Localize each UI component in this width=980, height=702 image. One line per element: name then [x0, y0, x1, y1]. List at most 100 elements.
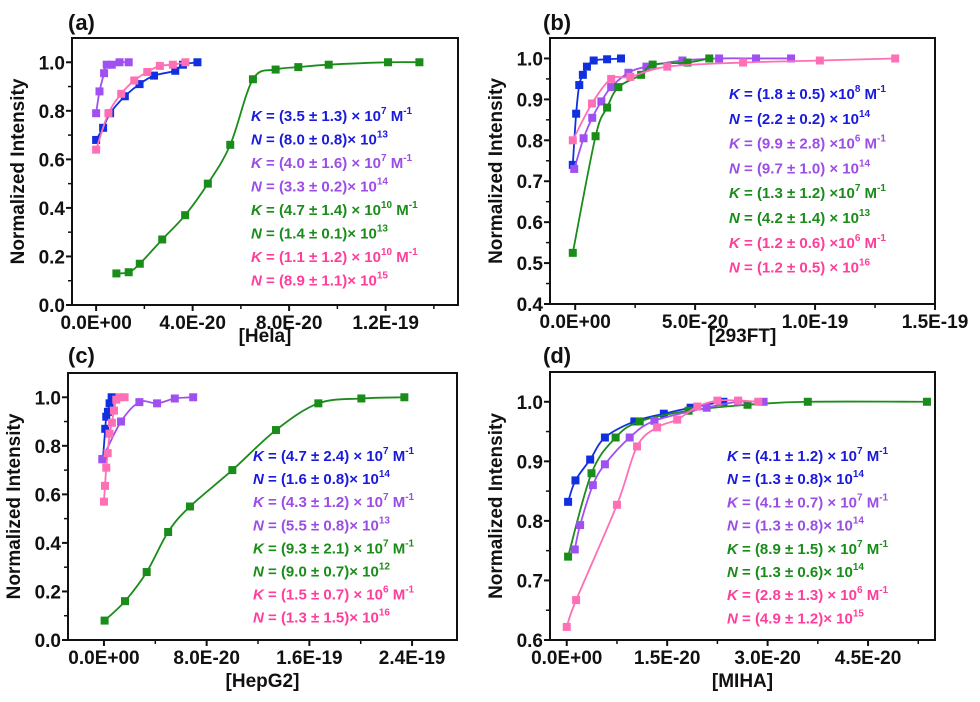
panel-d: (d) 0.0E+00 1.5E-20 3.0E-20 4.5E-20 0.6 0.7 0.8… [486, 343, 936, 692]
fit-annotation: K = (4.0 ± 1.6) × 107 M-1 [251, 153, 413, 172]
data-point [642, 62, 651, 71]
fit-annotation: N = (1.4 ± 0.1)× 1013 [251, 223, 388, 242]
x-tick-label: 0.0E+00 [60, 313, 131, 334]
annotation-value: = (9.0 ± 0.7)× 10 [264, 563, 379, 580]
data-point [226, 140, 235, 149]
annotation-variable: K [729, 235, 741, 252]
x-tick-label: 8.0E-20 [173, 648, 240, 669]
data-point [564, 497, 573, 506]
fit-annotation: K = (9.3 ± 2.1) × 107 M-1 [253, 538, 415, 557]
y-tick-label: 0.2 [35, 582, 61, 603]
fit-annotation: K = (3.5 ± 1.3) × 107 M-1 [251, 106, 413, 125]
y-tick-label: 0.6 [35, 485, 61, 506]
annotation-value: = (8.9 ± 1.5) × 10 [738, 541, 857, 558]
data-point [588, 481, 597, 490]
data-point [98, 455, 107, 464]
annotation-unit: M [389, 448, 406, 465]
annotation-value: = (9.9 ± 2.8) ×10 [740, 136, 855, 153]
data-point [659, 409, 668, 418]
x-axis-label: [HepG2] [226, 671, 300, 692]
data-point [109, 406, 118, 415]
data-point [181, 211, 190, 220]
x-tick-label: 2.4E-19 [379, 648, 446, 669]
y-tick-label: 0.8 [517, 131, 543, 152]
y-tick-label: 0.4 [35, 534, 62, 555]
data-point [635, 417, 644, 426]
fit-annotation: N = (3.3 ± 0.2)× 1014 [251, 176, 388, 195]
data-point [578, 70, 587, 79]
data-point [415, 58, 424, 67]
data-point [155, 61, 164, 70]
annotation-variable: K [727, 541, 739, 558]
data-point [135, 398, 144, 407]
annotation-unit-exponent: -1 [879, 446, 888, 457]
plot-frame [549, 371, 936, 641]
x-tick-label: 4.0E-20 [159, 313, 226, 334]
annotation-variable: N [727, 471, 739, 488]
annotation-unit-exponent: -1 [879, 585, 888, 596]
data-point [624, 68, 633, 77]
annotation-exponent: 6 [857, 585, 863, 596]
data-point [650, 416, 659, 425]
annotation-variable: N [251, 178, 263, 195]
data-point [112, 269, 121, 278]
data-point [719, 397, 728, 406]
annotation-variable: N [253, 610, 265, 627]
data-point [815, 56, 824, 65]
data-point [648, 60, 657, 69]
data-point [248, 75, 257, 84]
data-point [587, 469, 596, 478]
fit-annotation: N = (9.0 ± 0.7)× 1012 [253, 561, 390, 580]
fit-annotation: N = (4.2 ± 1.4) × 1013 [729, 208, 871, 227]
annotation-value: = (1.8 ± 0.5) ×10 [740, 86, 855, 103]
x-axis-label: [MIHA] [712, 671, 773, 692]
annotation-exponent: 16 [379, 607, 391, 618]
data-point [101, 424, 110, 433]
y-axis-label: Normalized Intensity [8, 78, 29, 264]
annotation-value: = (8.9 ± 1.1)× 10 [262, 272, 377, 289]
panel-label: (a) [68, 10, 95, 35]
annotation-unit: M [860, 86, 877, 103]
x-tick-label: 3.0E-20 [734, 648, 801, 669]
data-point [611, 433, 620, 442]
annotation-value: = (1.3 ± 0.8)× 10 [738, 471, 853, 488]
annotation-unit-exponent: -1 [877, 84, 886, 95]
fit-annotation: N = (1.3 ± 1.5)× 1016 [253, 607, 390, 626]
annotation-variable: K [727, 587, 739, 604]
annotation-value: = (2.8 ± 1.3) × 10 [738, 587, 857, 604]
annotation-value: = (1.1 ± 1.2) × 10 [262, 249, 381, 266]
data-point [142, 568, 151, 577]
series-fit-line [565, 399, 759, 628]
x-axis-label: [293FT] [709, 326, 777, 347]
annotation-exponent: 13 [377, 129, 389, 140]
x-tick-label: 1.5E-20 [634, 648, 701, 669]
data-point [99, 497, 108, 506]
data-point [572, 596, 581, 605]
annotation-value: = (1.3 ± 1.2) ×10 [740, 185, 855, 202]
annotation-variable: N [729, 260, 741, 277]
data-point [582, 62, 591, 71]
data-point [576, 521, 585, 530]
data-point [271, 65, 280, 74]
annotation-unit-exponent: -1 [409, 200, 418, 211]
data-point [568, 248, 577, 257]
annotation-variable: K [729, 185, 741, 202]
data-point [117, 417, 126, 426]
y-tick-label: 0.7 [517, 571, 543, 592]
data-point [564, 552, 573, 561]
annotation-exponent: 14 [853, 515, 865, 526]
series-4 [568, 54, 900, 145]
data-point [357, 394, 366, 403]
y-axis-label: Normalized Intensity [486, 78, 507, 264]
series-1 [568, 54, 626, 169]
data-point [130, 76, 139, 85]
data-point [105, 399, 114, 408]
fit-annotation: N = (9.7 ± 1.0) × 1014 [729, 158, 871, 177]
y-axis-label: Normalized Intensity [4, 413, 25, 599]
data-point [693, 402, 702, 411]
annotation-variable: K [253, 587, 265, 604]
x-tick-label: 8.0E-20 [256, 313, 323, 334]
x-tick-label: 5.0E-20 [662, 312, 729, 333]
data-point [673, 415, 682, 424]
annotation-unit: M [392, 249, 409, 266]
